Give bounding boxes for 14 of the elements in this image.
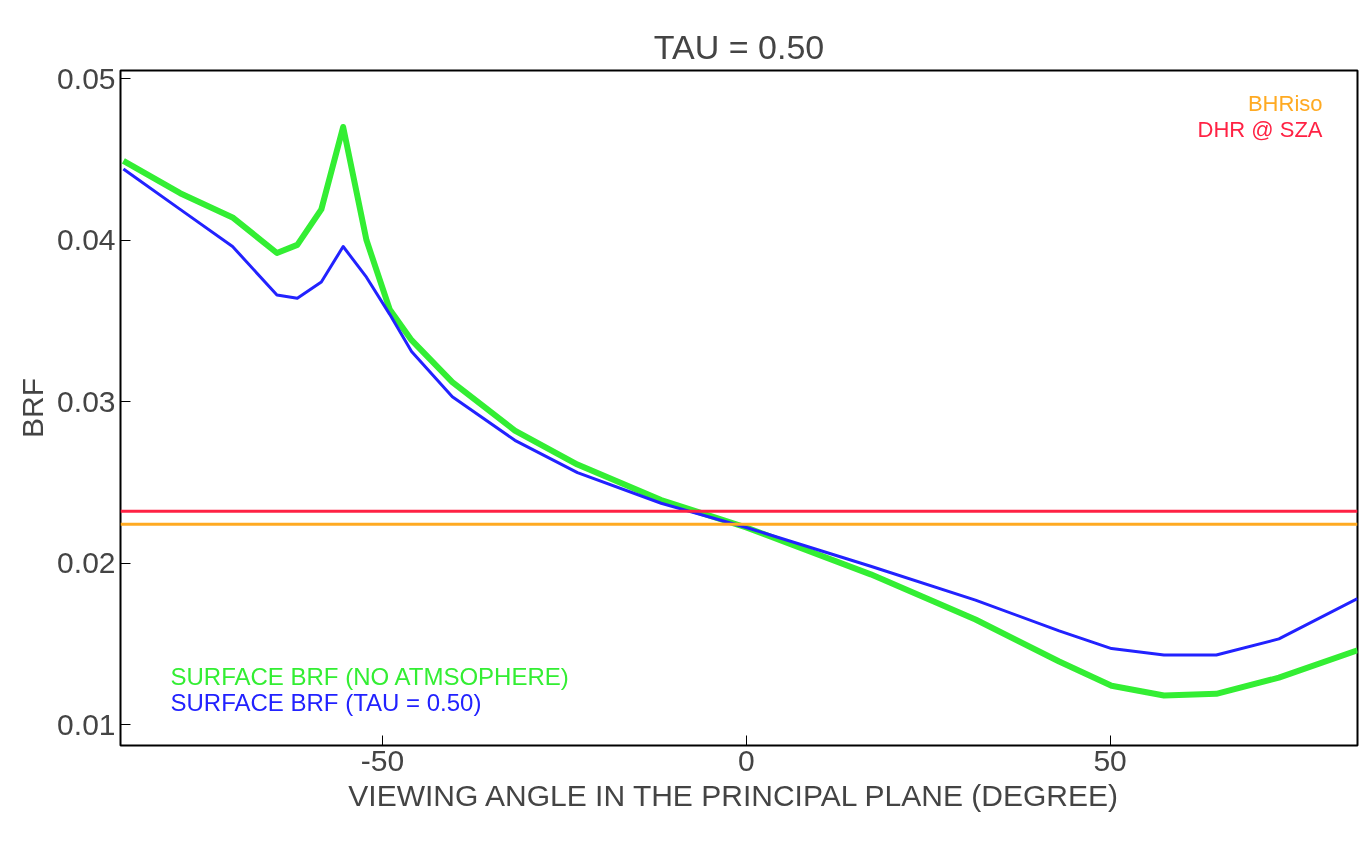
y-tick-label: 0.04 — [57, 223, 116, 257]
x-axis-title: VIEWING ANGLE IN THE PRINCIPAL PLANE (DEGREE) — [348, 778, 1118, 812]
x-tick-label: 0 — [737, 743, 755, 777]
x-tick-label: 50 — [1093, 743, 1127, 777]
ref-line-label: BHRiso — [1247, 90, 1323, 116]
chart-title: TAU = 0.50 — [653, 27, 825, 66]
y-tick-label: 0.03 — [57, 384, 116, 418]
y-tick-label: 0.05 — [57, 61, 116, 95]
y-axis-title: BRF — [16, 378, 50, 438]
x-tick-label: -50 — [360, 743, 405, 777]
y-tick-label: 0.01 — [57, 707, 116, 741]
ref-line-label: DHR @ SZA — [1197, 116, 1323, 142]
y-tick-label: 0.02 — [57, 546, 116, 580]
text: SURFACE BRF (NO ATMSOPHERE) — [170, 662, 569, 690]
